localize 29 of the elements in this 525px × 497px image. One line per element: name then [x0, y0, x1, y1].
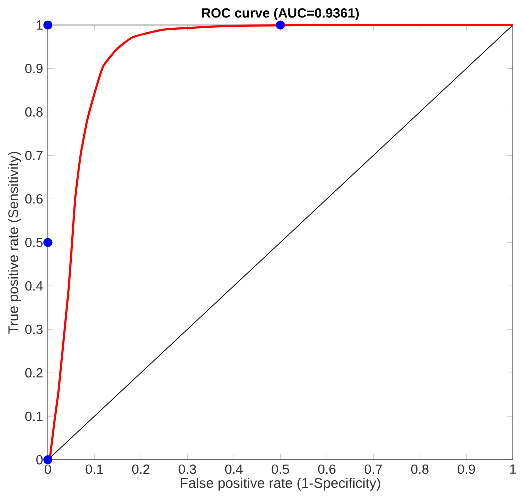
x-tick-label: 0.1: [86, 464, 104, 474]
x-tick-label: 0.3: [178, 464, 196, 474]
y-axis-title: True positive rate (Sensitivity): [8, 152, 22, 334]
y-tick-label: 0.9: [26, 64, 43, 74]
x-tick-label: 0.2: [132, 464, 150, 474]
point: [44, 20, 53, 30]
point: [44, 455, 53, 464]
x-tick-label: 0: [44, 464, 52, 474]
x-axis-title: False positive rate (1-Specificity): [181, 478, 380, 491]
y-tick-label: 1: [37, 20, 43, 30]
y-tick-label: 0: [36, 455, 43, 465]
y-tick-label: 0.4: [26, 281, 44, 291]
y-tick-label: 0.5: [26, 238, 43, 248]
x-tick-label: 0.5: [272, 464, 290, 474]
y-tick-label: 0.1: [26, 412, 43, 422]
point: [44, 238, 53, 248]
x-tick-label: 0.4: [225, 464, 243, 474]
y-tick-label: 0.7: [26, 150, 43, 160]
chart-title: ROC curve (AUC=0.9361): [202, 8, 360, 20]
x-tick-label: 0.8: [411, 464, 429, 474]
x-tick-label: 0.7: [364, 464, 382, 474]
x-tick-label: 0.9: [458, 464, 476, 474]
y-tick-label: 0.6: [26, 194, 43, 204]
point: [276, 20, 286, 30]
y-tick-label: 0.2: [26, 368, 43, 378]
x-tick-label: 0.6: [318, 464, 336, 474]
x-tick-label: 1: [510, 464, 516, 474]
y-tick-label: 0.8: [26, 107, 43, 117]
y-tick-label: 0.3: [26, 324, 43, 334]
